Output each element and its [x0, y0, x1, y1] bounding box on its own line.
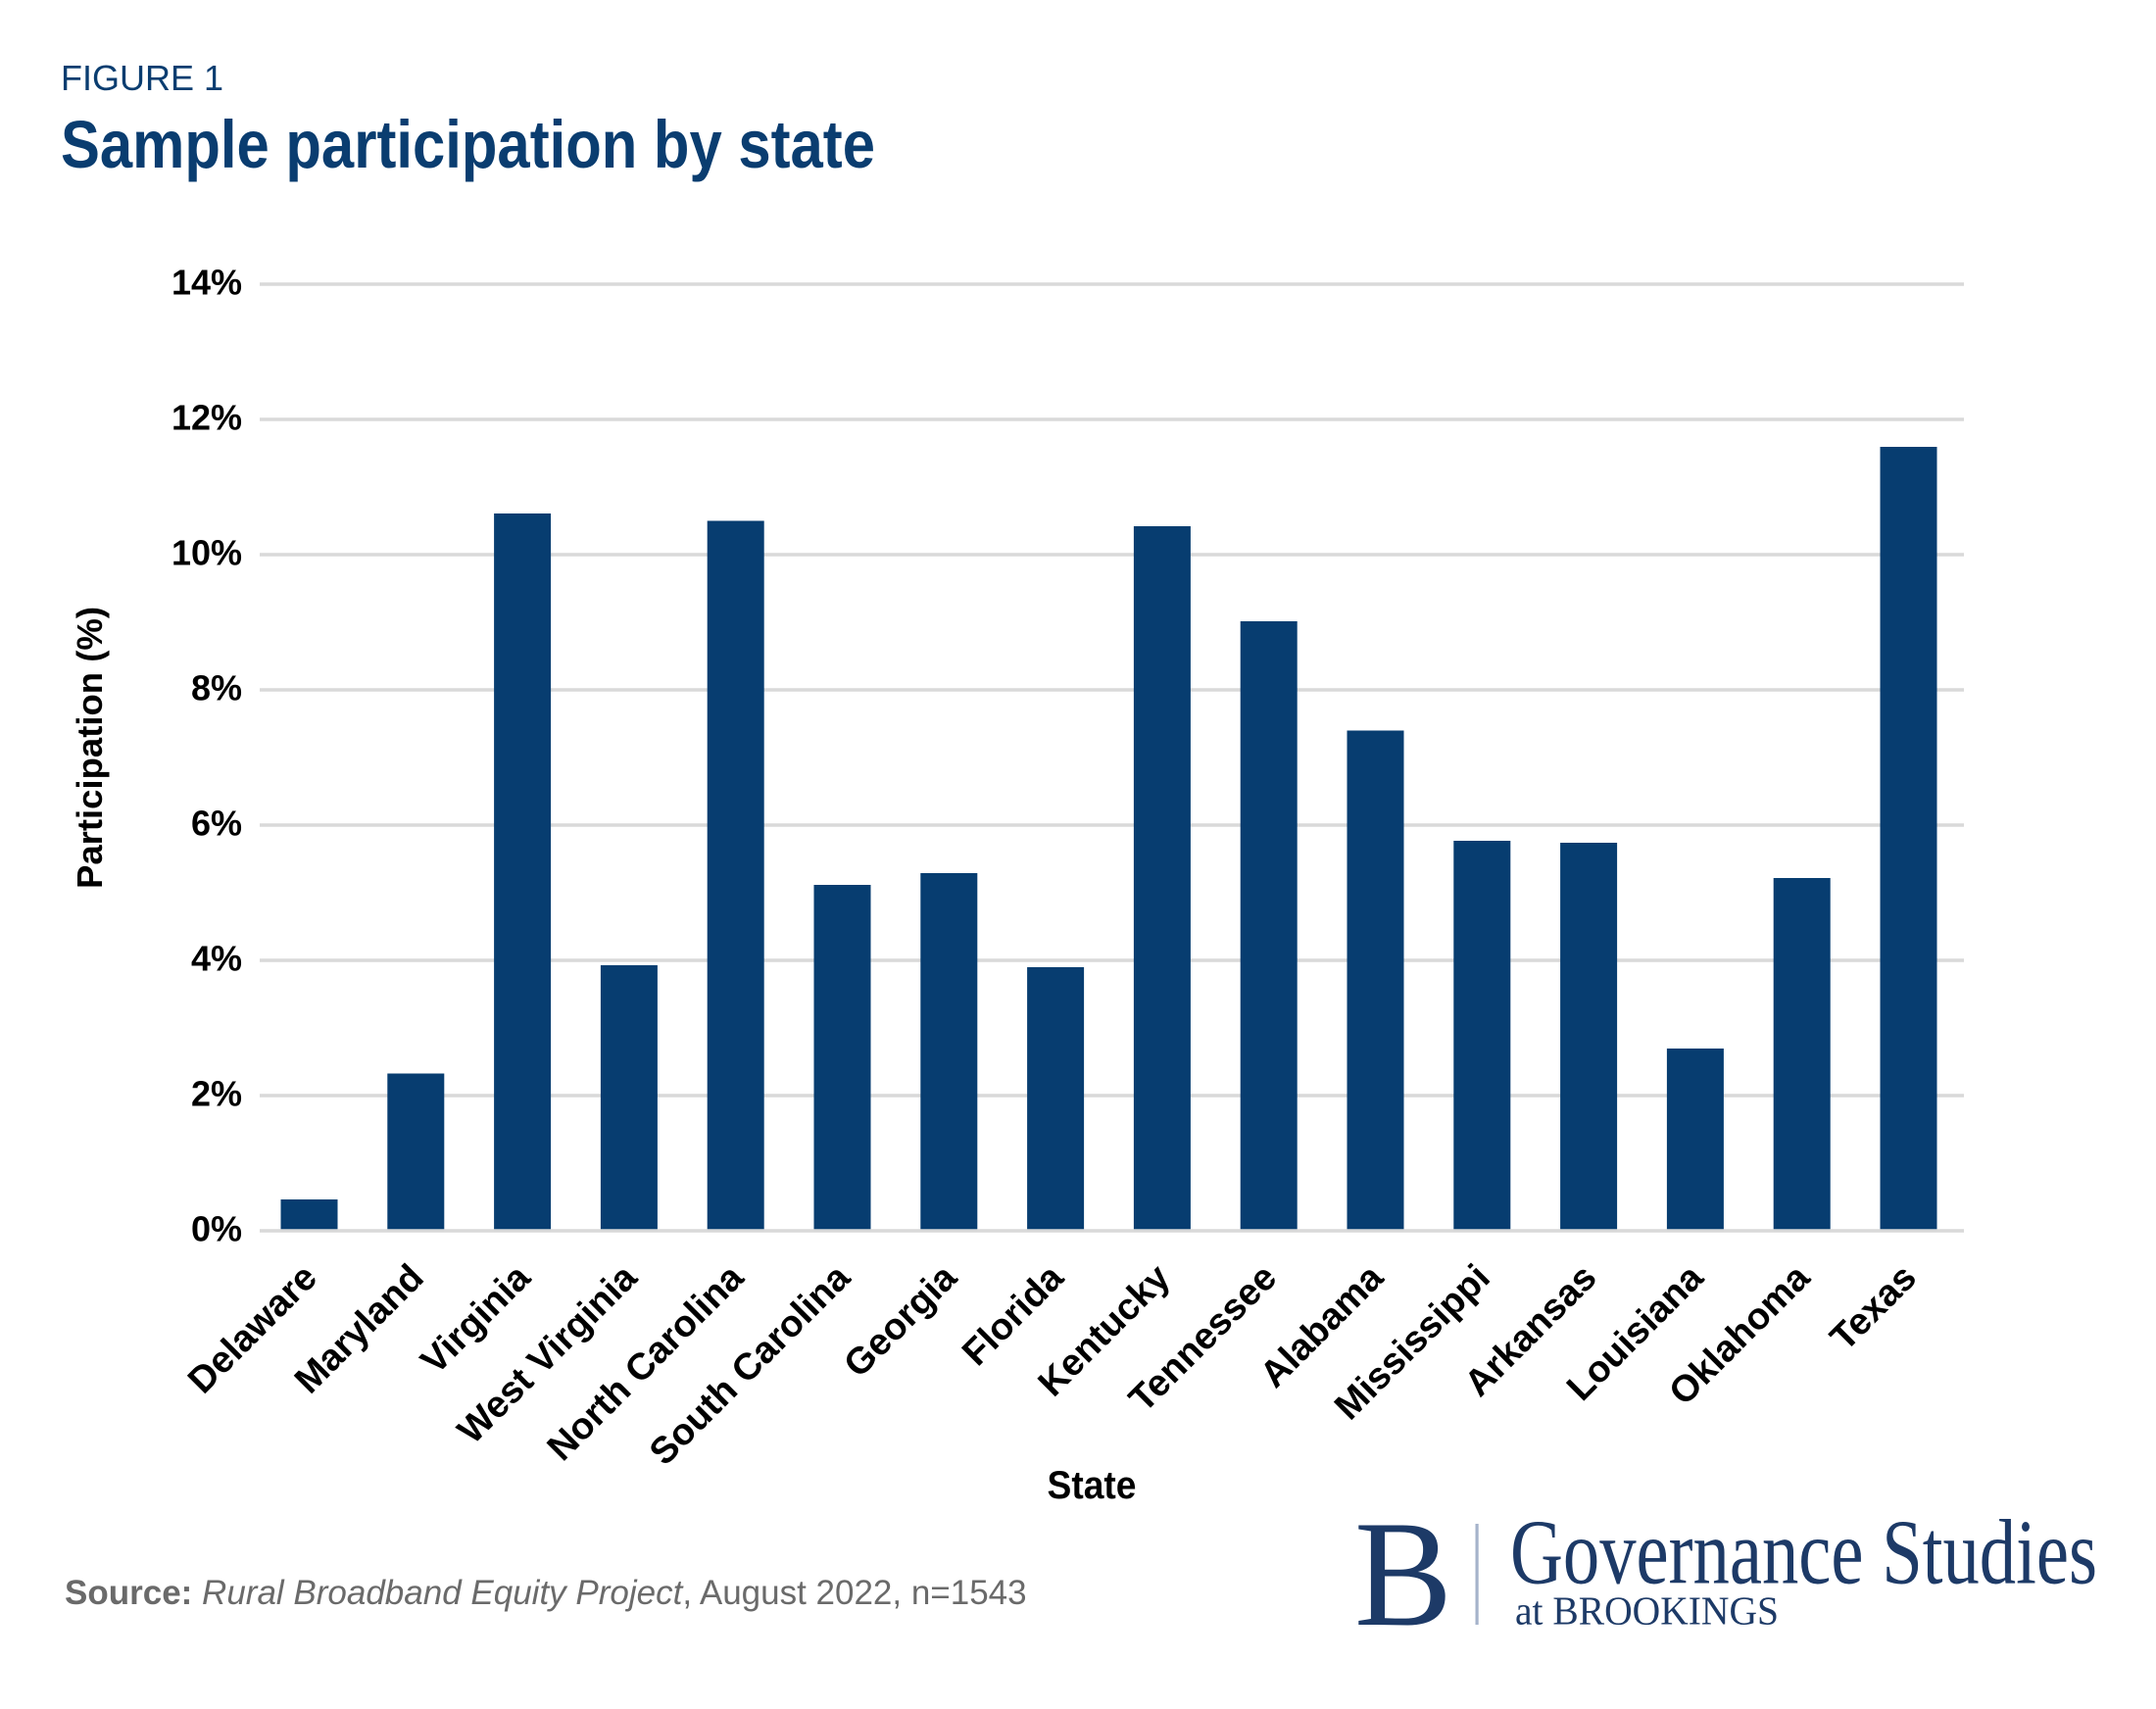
- svg-text:B: B: [1354, 1489, 1452, 1658]
- svg-text:Source: Rural Broadband Equity: Source: Rural Broadband Equity Project, …: [65, 1574, 1027, 1612]
- svg-text:6%: 6%: [191, 804, 242, 844]
- svg-text:12%: 12%: [172, 398, 242, 438]
- svg-text:4%: 4%: [191, 939, 242, 979]
- svg-text:Governance Studies: Governance Studies: [1510, 1502, 2097, 1604]
- svg-text:Sample participation by state: Sample participation by state: [61, 107, 875, 182]
- svg-text:at BROOKINGS: at BROOKINGS: [1515, 1588, 1779, 1634]
- svg-text:8%: 8%: [191, 668, 242, 708]
- svg-text:FIGURE 1: FIGURE 1: [61, 58, 223, 98]
- svg-text:Participation (%): Participation (%): [70, 607, 110, 889]
- svg-text:State: State: [1048, 1464, 1137, 1507]
- svg-text:10%: 10%: [172, 533, 242, 573]
- svg-text:2%: 2%: [191, 1074, 242, 1114]
- svg-text:14%: 14%: [172, 263, 242, 303]
- svg-text:0%: 0%: [191, 1209, 242, 1249]
